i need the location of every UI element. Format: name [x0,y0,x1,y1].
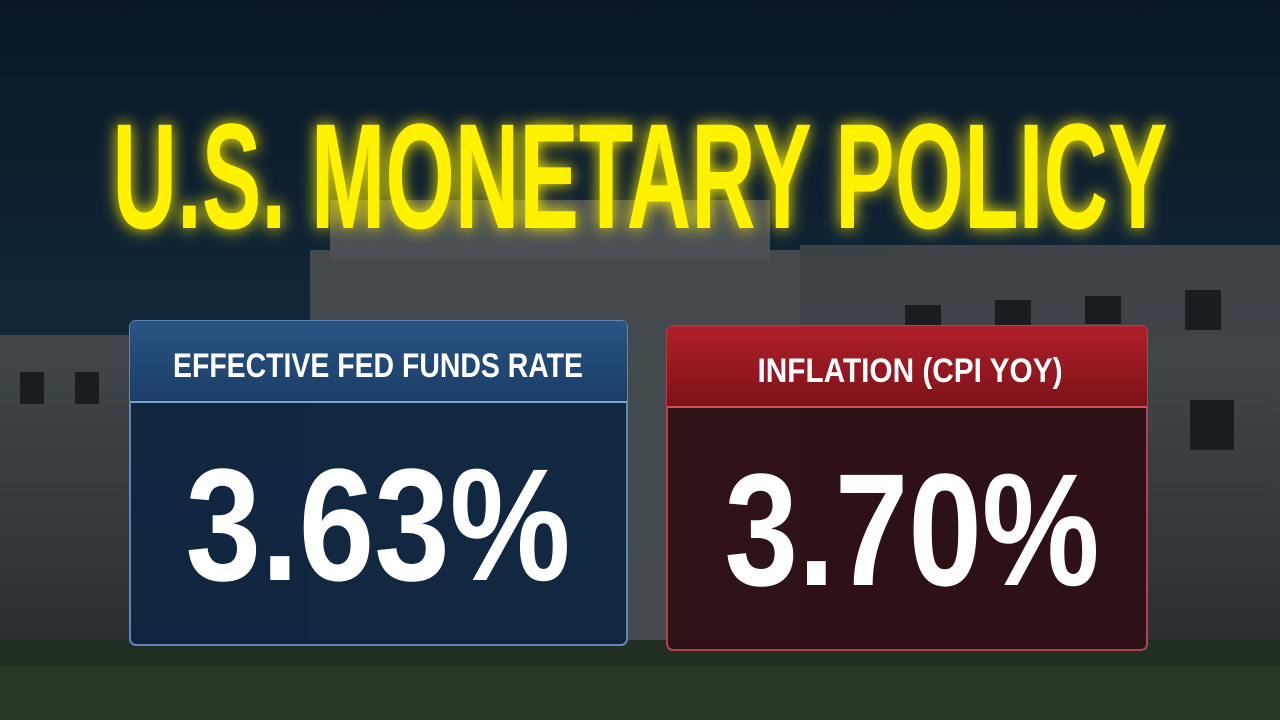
card-value: 3.63% [186,435,571,614]
title: U.S. MONETARY POLICY [113,92,1168,260]
card-label: EFFECTIVE FED FUNDS RATE [173,347,583,385]
card: EFFECTIVE FED FUNDS RATE 3.63% [129,320,628,646]
card-value: 3.70% [725,440,1100,619]
card: INFLATION (CPI YOY) 3.70% [666,325,1148,651]
card-label: INFLATION (CPI YOY) [758,352,1063,390]
